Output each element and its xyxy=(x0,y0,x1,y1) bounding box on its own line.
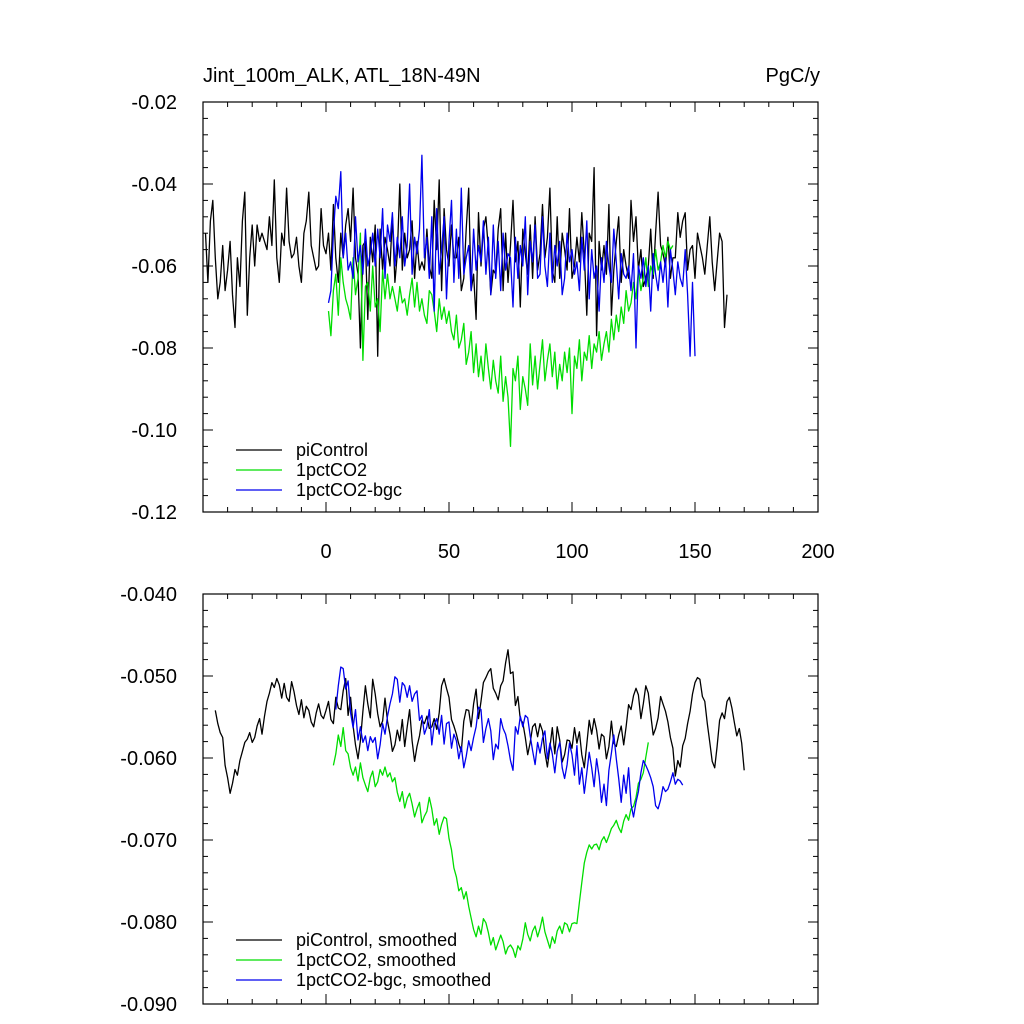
y-tick-label: -0.090 xyxy=(120,994,177,1016)
series-line-picontrol xyxy=(204,166,728,357)
y-tick-label: -0.10 xyxy=(131,420,177,442)
x-tick-label: 150 xyxy=(678,541,711,563)
series-line-1pctco2-smoothed xyxy=(332,727,649,958)
top-panel: Jint_100m_ALK, ATL_18N-49N PgC/y 0 50 100 1… xyxy=(131,65,834,563)
top-panel-units: PgC/y xyxy=(766,65,820,87)
bottom-panel-ticks: -0.090 -0.080 -0.070 -0.060 -0.050 -0.040 xyxy=(120,584,819,1016)
legend-label: 1pctCO2 xyxy=(296,460,367,480)
top-panel-title: Jint_100m_ALK, ATL_18N-49N xyxy=(203,65,481,87)
series-line-picontrol-smoothed xyxy=(214,649,745,794)
legend-label: 1pctCO2, smoothed xyxy=(296,950,456,970)
y-tick-label: -0.12 xyxy=(131,502,177,524)
y-tick-label: -0.080 xyxy=(120,912,177,934)
y-tick-label: -0.040 xyxy=(120,584,177,606)
legend-label: piControl, smoothed xyxy=(296,930,457,950)
series-line-1pctco2-bgc-smoothed xyxy=(335,666,684,818)
x-tick-label: 200 xyxy=(801,541,834,563)
bottom-panel-series xyxy=(214,649,745,958)
y-tick-label: -0.060 xyxy=(120,748,177,770)
series-line-1pctco2-bgc xyxy=(327,154,696,357)
legend-label: piControl xyxy=(296,440,368,460)
y-tick-label: -0.050 xyxy=(120,666,177,688)
top-panel-ticks: 0 50 100 150 200 -0.12 -0.10 -0.08 -0.06 -0.04 -0.… xyxy=(131,92,834,563)
legend-label: 1pctCO2-bgc xyxy=(296,480,402,500)
y-tick-label: -0.070 xyxy=(120,830,177,852)
y-tick-label: -0.04 xyxy=(131,174,177,196)
y-tick-label: -0.08 xyxy=(131,338,177,360)
x-tick-label: 0 xyxy=(320,541,331,563)
legend-label: 1pctCO2-bgc, smoothed xyxy=(296,970,491,990)
top-panel-series xyxy=(204,154,728,448)
top-panel-frame xyxy=(202,101,819,513)
y-tick-label: -0.06 xyxy=(131,256,177,278)
x-tick-label: 100 xyxy=(555,541,588,563)
bottom-panel-frame xyxy=(202,593,819,1005)
bottom-panel: -0.090 -0.080 -0.070 -0.060 -0.050 -0.040 piC… xyxy=(120,584,819,1016)
series-line-1pctco2 xyxy=(327,232,674,448)
y-tick-label: -0.02 xyxy=(131,92,177,114)
x-tick-label: 50 xyxy=(438,541,460,563)
